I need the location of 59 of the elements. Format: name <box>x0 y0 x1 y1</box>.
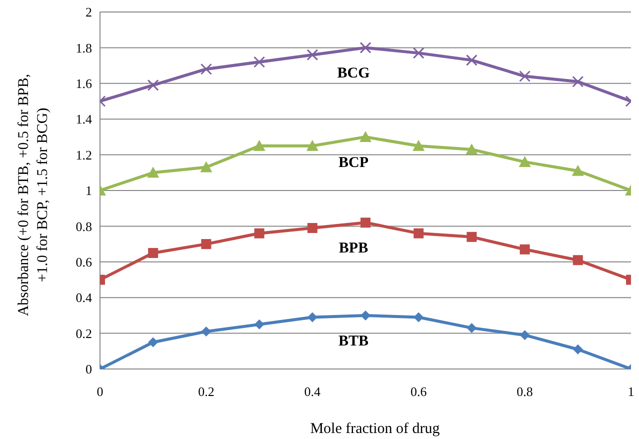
point <box>466 322 477 333</box>
y-tick-label: 0.8 <box>76 218 92 234</box>
point <box>253 140 266 151</box>
point <box>519 70 531 82</box>
point <box>254 56 266 68</box>
point <box>466 143 478 154</box>
x-tick-label: 0.2 <box>198 384 214 400</box>
y-tick-label: 0.6 <box>76 254 92 270</box>
y-tick-label: 1 <box>86 183 92 198</box>
x-tick-label: 0.8 <box>516 384 533 400</box>
point <box>360 130 372 142</box>
point <box>466 54 478 66</box>
point <box>572 164 584 176</box>
point <box>307 312 318 322</box>
point <box>412 47 424 59</box>
x-tick-label: 1 <box>628 384 634 400</box>
y-tick-label: 0.2 <box>76 326 92 341</box>
series-label: BCG <box>337 66 370 82</box>
series-label: BTB <box>338 333 369 350</box>
point <box>360 42 372 54</box>
point <box>414 312 424 322</box>
x-tick-label: 0.6 <box>410 384 428 400</box>
point <box>306 49 318 61</box>
point <box>201 239 212 250</box>
point <box>254 319 264 330</box>
point <box>520 244 530 254</box>
y-tick-label: 2 <box>86 4 92 20</box>
x-axis-title: Mole fraction of drug <box>310 421 440 437</box>
point <box>518 156 531 167</box>
point <box>360 218 370 228</box>
x-tick-label: 0.4 <box>304 384 322 400</box>
point <box>307 222 318 233</box>
y-tick-label: 0.4 <box>76 290 92 306</box>
point <box>147 79 159 91</box>
series-label: BPB <box>338 240 368 257</box>
point <box>147 166 160 178</box>
point <box>306 140 318 151</box>
point <box>412 140 425 151</box>
point <box>148 337 158 348</box>
point <box>572 255 583 266</box>
point <box>520 330 530 340</box>
point <box>148 248 158 258</box>
y-tick-label: 1.8 <box>76 40 92 56</box>
point <box>200 161 212 172</box>
y-tick-label: 1.4 <box>76 112 92 127</box>
x-tick-label: 0 <box>96 384 104 400</box>
point <box>360 310 370 320</box>
y-axis-title: Absorbance (+0 for BTB, +0.5 for BPB, +1.0 for BCP, +1.5 for BCG) <box>16 74 51 316</box>
point <box>466 232 477 242</box>
series-label: BCP <box>338 154 368 171</box>
point <box>201 326 212 337</box>
point <box>572 76 584 88</box>
point <box>414 228 424 238</box>
point <box>572 344 583 354</box>
y-tick-label: 1.6 <box>76 76 92 92</box>
y-tick-label: 0 <box>86 362 92 377</box>
point <box>254 228 264 238</box>
y-tick-label: 1.2 <box>76 147 92 162</box>
point <box>200 63 212 75</box>
